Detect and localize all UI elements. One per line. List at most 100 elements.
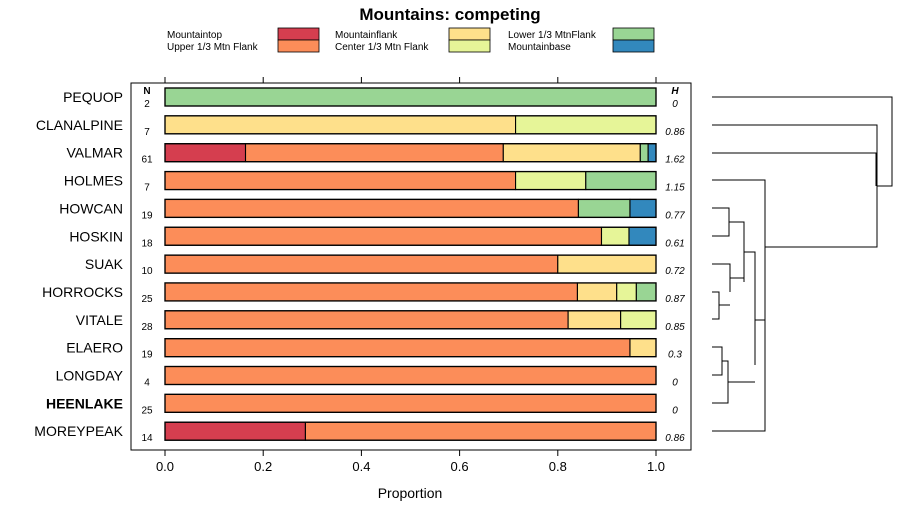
bar-outline [164,282,657,302]
bar-segment [164,115,517,135]
bar-segment [244,143,504,163]
bar-segment [647,143,657,163]
bar-segment [639,143,649,163]
row-h-value: 0.86 [665,127,685,138]
legend-swatch [277,39,320,53]
x-tick-label: 0.6 [451,459,469,474]
row-h-value: 0.85 [665,322,685,333]
plot-frame [130,82,692,451]
bar-outline [164,115,657,135]
row-label: SUAK [85,256,124,272]
row-h-value: 0.87 [665,294,685,305]
dendrogram-branch [712,346,723,376]
bar-row: HOWCAN 19 0.77 [59,198,685,221]
bar-segment [635,282,657,302]
bar-segment [164,143,247,163]
bar-segment [164,421,306,441]
row-h-value: 0.72 [665,266,685,277]
legend-swatch [277,27,320,41]
row-n-value: 7 [144,127,150,138]
dendrogram-branch [712,360,729,404]
bar-row: VALMAR 61 1.62 [66,143,685,166]
row-n-value: 61 [141,155,153,166]
row-label: MOREYPEAK [34,423,123,439]
row-h-value: 1.15 [665,183,685,194]
bar-segment [164,171,517,191]
dendrogram-branch [712,208,730,237]
bar-segment [164,254,559,274]
bar-segment [164,282,578,302]
bar-row: HEENLAKE 25 0 [46,393,678,416]
bar-segment [557,254,657,274]
bar-row: CLANALPINE 7 0.86 [36,115,685,138]
dendrogram-branch [729,221,745,282]
row-n-value: 28 [141,322,153,333]
bar-segment [515,115,657,135]
bar-segment [164,226,603,246]
row-h-value: 0.77 [665,210,685,221]
bar-segment [585,171,657,191]
bar-segment [616,282,637,302]
row-label: HOWCAN [59,200,123,216]
row-n-value: 2 [144,99,150,110]
x-tick-label: 0.2 [254,459,272,474]
row-h-value: 0 [672,378,678,389]
row-h-value: 0 [672,405,678,416]
bar-segment [502,143,641,163]
row-n-value: 10 [141,266,153,277]
row-label: VITALE [76,312,123,328]
row-label: HORROCKS [42,284,123,300]
bar-outline [164,393,657,414]
bar-segment [164,393,657,413]
bar-outline [164,143,657,163]
row-label: LONGDAY [56,368,124,384]
bar-segment [577,198,631,218]
bar-segment [629,338,657,358]
row-label: HOSKIN [69,228,123,244]
dendrogram-branch [712,207,730,220]
bar-outline [164,421,657,441]
row-label: HOLMES [64,173,123,189]
bar-segment [515,171,587,191]
row-n-value: 4 [144,378,150,389]
legend-label: Center 1/3 Mtn Flank [335,42,429,53]
dendrogram-branch [712,179,766,330]
dendrogram-branch [712,124,878,248]
bar-row: PEQUOP 2 0 [63,87,678,110]
bar-segment [304,421,657,441]
legend-swatch [448,39,491,53]
dendrogram-branch [712,96,893,187]
bar-row: LONGDAY 4 0 [56,365,678,389]
x-tick-label: 0.8 [549,459,567,474]
bar-segment [164,338,631,358]
legend-label: Mountaintop [167,30,222,41]
bar-row: HOLMES 7 1.15 [64,170,685,194]
bar-segment [164,87,657,107]
row-n-value: 19 [141,210,153,221]
row-h-value: 0.3 [668,350,682,361]
row-n-value: 7 [144,183,150,194]
legend-label: Mountainflank [335,30,398,41]
bar-outline [164,170,657,191]
bar-segment [600,226,630,246]
x-tick-label: 0.4 [352,459,370,474]
dendrogram-branch [712,263,731,292]
bar-outline [164,337,657,358]
row-h-value: 1.62 [665,155,685,166]
bar-segment [164,365,657,386]
legend-label: Lower 1/3 MtnFlank [508,30,597,41]
row-n-value: 19 [141,350,153,361]
bar-segment [629,198,657,218]
bar-outline [164,226,657,246]
bar-segment [164,198,579,218]
x-axis: 0.0 0.2 0.4 0.6 0.8 1.0 [156,77,665,474]
row-h-value: 0.86 [665,433,685,444]
row-label: PEQUOP [63,89,123,105]
dendrogram-branch [712,291,720,320]
row-n-value: 25 [141,405,153,416]
bar-outline [164,87,657,107]
row-n-value: 25 [141,294,153,305]
row-label: HEENLAKE [46,395,123,411]
